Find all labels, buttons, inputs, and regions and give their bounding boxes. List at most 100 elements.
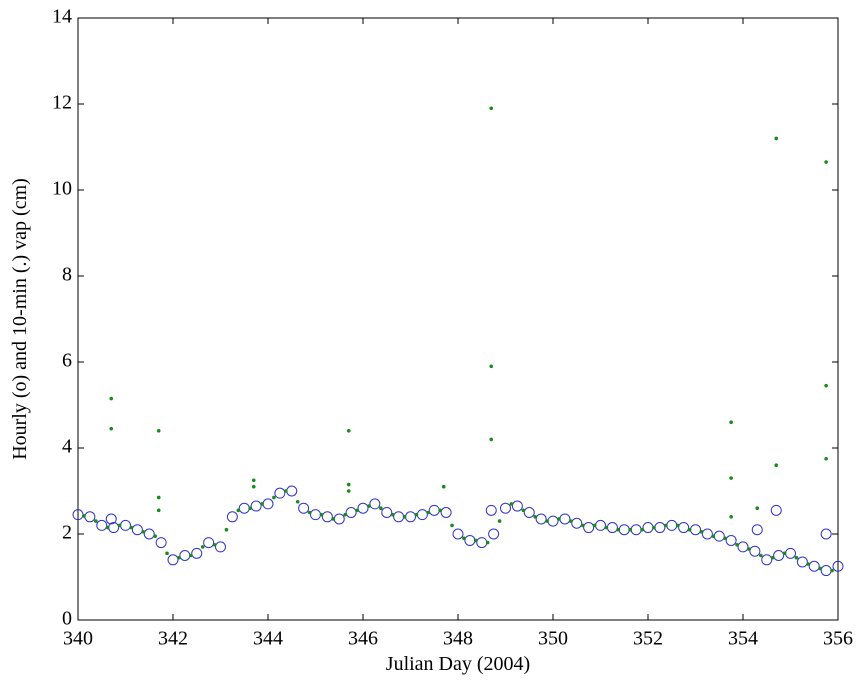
y-tick-label: 10 xyxy=(52,178,72,200)
ten-min-point xyxy=(450,523,454,528)
ten-min-point xyxy=(729,515,733,519)
x-tick-label: 354 xyxy=(728,628,758,650)
hourly-point xyxy=(761,554,773,566)
hourly-point xyxy=(120,519,131,531)
hourly-point xyxy=(191,547,203,559)
ten-min-point xyxy=(664,523,668,528)
y-tick-label: 0 xyxy=(62,608,72,630)
hourly-point xyxy=(179,550,191,561)
ten-min-point xyxy=(200,545,205,549)
ten-min-point xyxy=(319,512,324,517)
hourly-point xyxy=(583,522,595,534)
ten-min-point xyxy=(117,523,122,528)
ten-min-point xyxy=(189,553,193,558)
ten-min-point xyxy=(794,555,799,560)
ten-min-point xyxy=(616,527,621,532)
hourly-point xyxy=(606,522,618,534)
hourly-point xyxy=(511,500,523,512)
ten-min-point xyxy=(212,542,217,547)
ten-min-point xyxy=(346,482,351,487)
hourly-point xyxy=(737,541,749,553)
hourly-point xyxy=(773,550,785,561)
ten-min-point xyxy=(141,530,146,534)
hourly-point xyxy=(618,524,630,536)
ten-min-point xyxy=(236,508,241,513)
hourly-point xyxy=(476,537,488,549)
ten-min-point xyxy=(533,515,537,519)
hourly-point xyxy=(749,545,761,557)
y-axis-label: Hourly (o) and 10-min (.) vap (cm) xyxy=(9,178,31,460)
hourly-point xyxy=(485,504,497,516)
ten-min-point xyxy=(485,540,490,545)
ten-min-point xyxy=(770,555,775,560)
ten-min-point xyxy=(295,499,300,504)
ten-min-point xyxy=(569,519,573,523)
hourly-point xyxy=(250,500,262,512)
x-tick-label: 344 xyxy=(253,628,283,650)
hourly-point xyxy=(808,560,820,572)
hourly-point xyxy=(96,519,108,531)
y-tick-label: 6 xyxy=(62,350,72,372)
ten-min-point xyxy=(343,512,347,517)
hourly-point xyxy=(595,519,606,531)
hourly-point xyxy=(666,519,678,531)
ten-min-point xyxy=(156,429,161,433)
hourly-point xyxy=(393,511,405,523)
plot-frame xyxy=(77,17,839,621)
ten-min-point xyxy=(156,508,161,513)
hourly-point xyxy=(143,528,155,540)
hourly-point xyxy=(226,511,238,523)
hourly-point xyxy=(84,511,96,523)
hourly-point xyxy=(678,522,690,534)
ten-min-point xyxy=(489,437,494,442)
ten-min-point xyxy=(640,527,644,532)
ten-min-point xyxy=(379,506,383,511)
ten-min-point xyxy=(355,508,359,513)
hourly-point xyxy=(357,502,369,514)
ten-min-point xyxy=(390,512,395,517)
ten-min-point xyxy=(824,383,828,388)
hourly-point xyxy=(785,547,796,559)
ten-min-point xyxy=(402,515,407,519)
hourly-point xyxy=(452,528,464,540)
ten-min-point xyxy=(441,484,446,489)
y-tick-label: 12 xyxy=(52,92,72,114)
ten-min-point xyxy=(272,495,276,500)
ten-min-point xyxy=(284,489,288,493)
hourly-point xyxy=(405,511,416,523)
ten-min-point xyxy=(331,517,336,521)
hourly-point xyxy=(796,556,808,568)
y-tick-label: 4 xyxy=(62,436,72,458)
ten-min-point xyxy=(307,510,312,515)
ten-min-point xyxy=(782,551,787,556)
hourly-point xyxy=(167,554,179,566)
ten-min-point xyxy=(774,136,779,141)
ten-min-point xyxy=(755,506,760,511)
hourly-point xyxy=(654,522,666,534)
ten-min-point xyxy=(509,502,514,506)
y-tick-label: 2 xyxy=(62,522,72,544)
x-tick-label: 340 xyxy=(63,628,93,650)
x-tick-label: 346 xyxy=(348,628,378,650)
hourly-point xyxy=(428,504,440,516)
hourly-point xyxy=(155,537,167,549)
hourly-point xyxy=(298,502,310,514)
hourly-point xyxy=(642,522,654,534)
ten-min-point xyxy=(426,510,431,515)
ten-min-point xyxy=(224,527,229,532)
hourly-point xyxy=(500,502,511,514)
ten-min-point xyxy=(580,523,585,528)
hourly-point xyxy=(713,530,725,542)
hourly-point xyxy=(286,485,298,497)
ten-min-point xyxy=(675,523,680,528)
ten-min-point xyxy=(346,429,351,433)
ten-min-point xyxy=(82,514,86,518)
ten-min-point xyxy=(818,566,822,571)
hourly-point xyxy=(820,528,832,540)
hourly-point xyxy=(547,515,559,527)
ten-min-point xyxy=(129,525,134,530)
ten-min-point xyxy=(628,527,632,532)
ten-min-point xyxy=(774,463,779,468)
ten-min-point xyxy=(177,555,181,560)
